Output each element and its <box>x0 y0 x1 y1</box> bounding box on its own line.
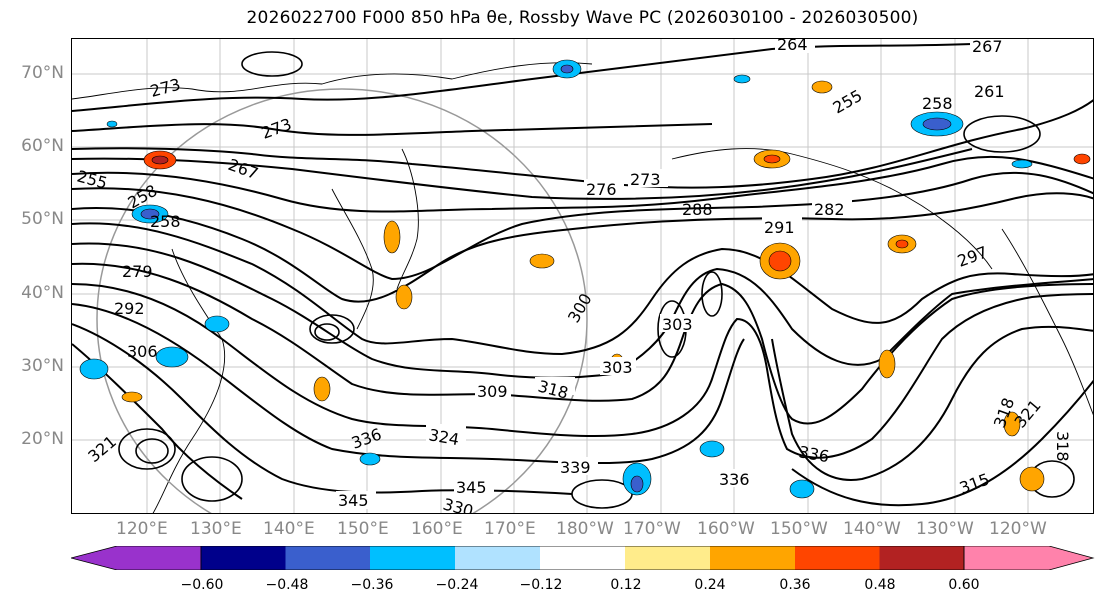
contour-label: 339 <box>560 458 591 477</box>
lon-label-120e: 120°E <box>116 519 168 539</box>
lat-label-50: 50°N <box>21 209 64 229</box>
contour-label: 282 <box>814 200 845 219</box>
contour-label: 261 <box>974 82 1005 101</box>
contour-label: 330 <box>441 495 475 514</box>
lon-label-160e: 160°E <box>411 519 463 539</box>
contour-label: 292 <box>114 299 145 318</box>
colorbar-segment <box>370 546 455 570</box>
lon-label-120w: 120°W <box>989 519 1047 539</box>
lat-label-20: 20°N <box>21 429 64 449</box>
contour-label: 255 <box>830 86 866 118</box>
colorbar-tick: 0.48 <box>864 577 896 593</box>
colorbar-segment <box>710 546 795 570</box>
contour-label: 303 <box>602 358 633 377</box>
contour-label: 303 <box>662 315 693 334</box>
lat-label-30: 30°N <box>21 356 64 376</box>
colorbar-segment <box>879 546 964 570</box>
contour-label: 336 <box>349 424 384 452</box>
contour-label: 336 <box>797 442 830 466</box>
lon-label-170w: 170°W <box>623 519 681 539</box>
coastlines <box>72 62 1093 513</box>
contour-label: 258 <box>150 212 181 231</box>
lat-label-40: 40°N <box>21 283 64 303</box>
contour-label: 267 <box>972 39 1003 56</box>
colorbar-segment <box>285 546 370 570</box>
contour-label: 258 <box>922 94 953 113</box>
lon-label-150w: 150°W <box>770 519 828 539</box>
colorbar-segment <box>540 546 625 570</box>
colorbar-segment <box>455 546 540 570</box>
contour-label: 345 <box>456 478 487 497</box>
lat-label-60: 60°N <box>21 136 64 156</box>
colorbar-tick: −0.12 <box>519 577 563 593</box>
contour-label: 336 <box>719 470 750 489</box>
lat-label-70: 70°N <box>21 63 64 83</box>
rossby-pc-shading <box>79 59 1091 499</box>
contour-label: 309 <box>477 382 508 401</box>
colorbar-extend-low <box>71 546 202 570</box>
colorbar-tick: −0.60 <box>180 577 224 593</box>
colorbar-tick: 0.36 <box>779 577 811 593</box>
contour-label: 276 <box>586 180 617 199</box>
contour-label: 315 <box>957 469 992 497</box>
contour-label: 318 <box>1053 431 1072 462</box>
lon-label-180w: 180°W <box>556 519 614 539</box>
contour-label: 306 <box>127 342 158 361</box>
map-title: 2026022700 F000 850 hPa θe, Rossby Wave … <box>246 8 919 28</box>
map-panel: 264 267 273 261 258 258 255 267 273 276 … <box>71 38 1094 514</box>
colorbar-tick: 0.12 <box>610 577 642 593</box>
contour-label: 300 <box>564 290 596 326</box>
colorbar-segment <box>795 546 880 570</box>
colorbar-extend-high <box>963 546 1095 570</box>
colorbar-segment <box>625 546 710 570</box>
map-gridlines <box>72 39 1093 513</box>
lon-label-150e: 150°E <box>337 519 389 539</box>
contour-label: 264 <box>777 39 808 54</box>
projection-outline <box>96 88 588 513</box>
lon-label-170e: 170°E <box>484 519 536 539</box>
colorbar-tick: 0.24 <box>694 577 726 593</box>
contour-label: 267 <box>226 155 261 183</box>
colorbar-tick: 0.60 <box>948 577 980 593</box>
contour-label: 297 <box>955 242 990 270</box>
lon-label-130e: 130°E <box>190 519 242 539</box>
contour-label: 345 <box>338 491 369 510</box>
contour-label: 279 <box>122 262 153 281</box>
contour-label: 291 <box>764 218 795 237</box>
lon-label-140e: 140°E <box>263 519 315 539</box>
lon-label-130w: 130°W <box>916 519 974 539</box>
contour-label: 324 <box>427 425 460 449</box>
colorbar-tick: −0.36 <box>350 577 394 593</box>
colorbar-tick: −0.48 <box>265 577 309 593</box>
contour-label: 321 <box>84 432 120 466</box>
colorbar-tick: −0.24 <box>435 577 479 593</box>
contour-value-labels: 264 267 273 261 258 258 255 267 273 276 … <box>75 39 1072 514</box>
colorbar <box>71 546 1095 570</box>
colorbar-segment <box>201 546 286 570</box>
contour-label: 273 <box>148 75 182 101</box>
lon-label-140w: 140°W <box>843 519 901 539</box>
theta-e-contour-map: 264 267 273 261 258 258 255 267 273 276 … <box>72 39 1093 514</box>
lon-label-160w: 160°W <box>697 519 755 539</box>
contour-label: 288 <box>682 200 713 219</box>
contour-label: 273 <box>259 114 294 142</box>
contour-label: 273 <box>630 170 661 189</box>
